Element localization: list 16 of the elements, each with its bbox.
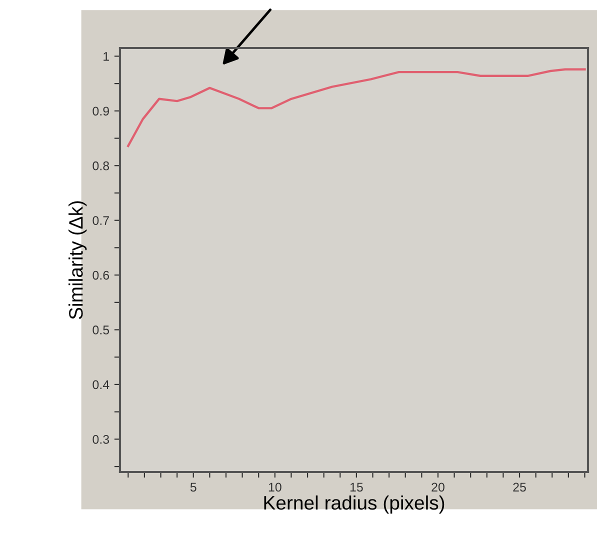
x-tick-label: 25	[513, 482, 526, 492]
y-tick-label: 0.3	[92, 434, 110, 444]
y-tick-label: 1	[104, 52, 109, 61]
y-tick-label: 0.8	[92, 161, 110, 170]
y-tick-label: 0.9	[92, 106, 109, 116]
y-tick-label: 0.4	[92, 380, 110, 390]
y-tick-label: 0.7	[92, 216, 109, 225]
y-tick-label: 0.6	[92, 270, 110, 280]
y-axis-title: Similarity (Δk)	[68, 201, 87, 320]
x-axis-title: Kernel radius (pixels)	[264, 495, 444, 514]
x-tick-label: 10	[268, 482, 282, 492]
line-series	[127, 68, 586, 148]
y-tick-label: 0.5	[92, 326, 110, 334]
x-tick-label: 5	[190, 482, 196, 492]
x-tick-label: 20	[432, 482, 444, 492]
x-tick-label: 15	[350, 482, 363, 492]
